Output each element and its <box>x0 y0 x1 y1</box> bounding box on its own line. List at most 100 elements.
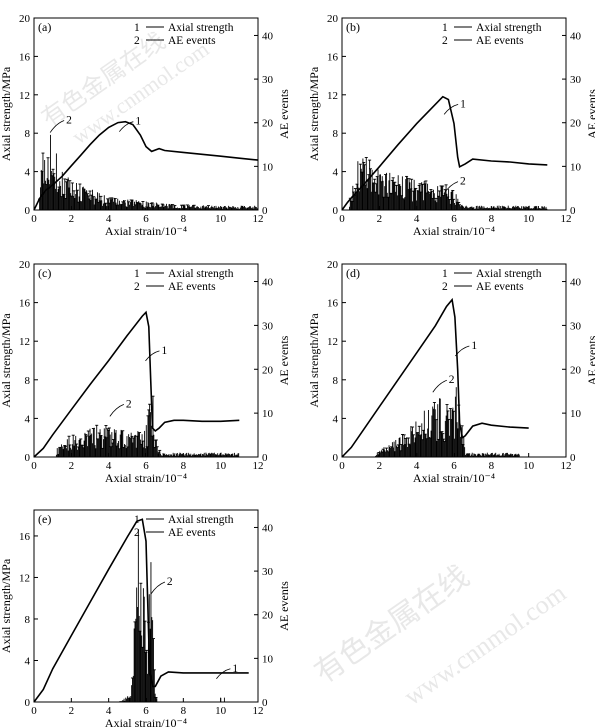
x-tick-label: 10 <box>523 213 535 225</box>
y-right-tick-label: 20 <box>262 610 274 622</box>
x-tick-label: 4 <box>106 460 112 472</box>
y-right-tick-label: 20 <box>570 364 582 376</box>
y-left-axis-label: Axial strength/MPa <box>307 313 321 408</box>
y-left-tick-label: 4 <box>333 413 339 425</box>
legend-key: 2 <box>134 35 140 47</box>
y-left-tick-label: 16 <box>19 51 31 63</box>
ae-bars <box>38 134 259 210</box>
y-left-tick-label: 8 <box>25 614 31 626</box>
y-right-tick-label: 20 <box>262 118 274 130</box>
y-left-axis-label: Axial strength/MPa <box>0 558 13 653</box>
callout-leader <box>216 668 231 680</box>
ae-bars <box>119 529 225 702</box>
y-right-tick-label: 0 <box>262 697 268 709</box>
x-tick-label: 8 <box>489 460 495 472</box>
legend-key: 1 <box>134 268 140 280</box>
plot-frame <box>341 17 567 211</box>
callout-leader <box>119 121 134 132</box>
panel-label: (a) <box>38 20 51 34</box>
x-tick-label: 6 <box>451 213 457 225</box>
callout-label: 2 <box>167 576 173 588</box>
y-left-tick-label: 0 <box>25 205 31 217</box>
panel-label: (e) <box>38 512 51 526</box>
callout-label: 2 <box>126 398 132 410</box>
y-left-tick-label: 0 <box>25 697 31 709</box>
axial-strength-line <box>33 120 259 211</box>
x-tick-label: 6 <box>143 460 149 472</box>
callout-label: 1 <box>471 340 477 352</box>
legend-key: 2 <box>134 281 140 293</box>
y-left-tick-label: 8 <box>333 128 339 140</box>
x-axis-label: Axial strain/10⁻⁴ <box>105 716 187 728</box>
legend-label: Axial strength <box>168 22 234 34</box>
callout-leader <box>443 104 459 115</box>
legend-label: Axial strength <box>168 514 234 526</box>
ae-bars <box>55 395 240 457</box>
y-right-tick-label: 0 <box>262 205 268 217</box>
callout-label: 2 <box>460 176 466 188</box>
y-right-tick-label: 10 <box>570 408 582 420</box>
x-tick-label: 0 <box>339 213 345 225</box>
y-left-tick-label: 4 <box>25 655 31 667</box>
y-right-tick-label: 40 <box>570 30 582 42</box>
x-tick-label: 4 <box>106 213 112 225</box>
y-left-tick-label: 0 <box>333 205 339 217</box>
x-tick-label: 0 <box>31 213 37 225</box>
callout-label: 1 <box>460 98 466 110</box>
x-tick-label: 0 <box>339 460 345 472</box>
x-tick-label: 12 <box>561 213 572 225</box>
y-right-tick-label: 40 <box>262 30 274 42</box>
y-left-tick-label: 20 <box>19 13 31 25</box>
y-left-tick-label: 8 <box>333 375 339 387</box>
callout-label: 1 <box>232 663 238 675</box>
callout-leader <box>443 181 459 194</box>
y-right-tick-label: 20 <box>262 364 274 376</box>
x-tick-label: 4 <box>106 705 112 717</box>
legend-key: 1 <box>134 22 140 34</box>
x-tick-label: 6 <box>143 705 149 717</box>
y-left-tick-label: 12 <box>19 336 30 348</box>
panel-label: (c) <box>38 266 51 280</box>
callout-label: 2 <box>66 115 72 127</box>
x-axis-label: Axial strain/10⁻⁴ <box>413 224 495 238</box>
y-right-tick-label: 40 <box>262 277 274 289</box>
x-tick-label: 0 <box>31 705 37 717</box>
y-left-tick-label: 16 <box>327 51 339 63</box>
x-axis-label: Axial strain/10⁻⁴ <box>413 471 495 485</box>
x-tick-label: 8 <box>181 213 187 225</box>
y-right-tick-label: 40 <box>570 277 582 289</box>
y-left-tick-label: 4 <box>25 167 31 179</box>
y-right-tick-label: 30 <box>262 566 274 578</box>
legend-label: AE events <box>476 35 524 47</box>
callout-leader <box>432 379 447 393</box>
y-left-tick-label: 20 <box>19 259 31 271</box>
panel-label: (b) <box>346 20 360 34</box>
x-tick-label: 2 <box>377 213 383 225</box>
x-tick-label: 6 <box>143 213 149 225</box>
x-tick-label: 4 <box>414 213 420 225</box>
x-tick-label: 10 <box>215 460 227 472</box>
panel-label: (d) <box>346 266 360 280</box>
y-left-tick-label: 4 <box>333 167 339 179</box>
callout-leader <box>109 403 125 417</box>
y-left-tick-label: 0 <box>333 452 339 464</box>
y-right-tick-label: 30 <box>262 320 274 332</box>
y-left-tick-label: 4 <box>25 413 31 425</box>
y-right-axis-label: AE events <box>277 89 291 139</box>
callout-leader <box>49 120 65 133</box>
y-left-tick-label: 16 <box>327 298 339 310</box>
axial-strength-line <box>341 95 548 211</box>
y-right-tick-label: 0 <box>570 452 576 464</box>
y-left-tick-label: 8 <box>25 128 31 140</box>
y-right-tick-label: 30 <box>570 320 582 332</box>
x-tick-label: 2 <box>69 213 75 225</box>
y-left-tick-label: 12 <box>327 90 338 102</box>
y-right-tick-label: 10 <box>262 161 274 173</box>
x-tick-label: 12 <box>561 460 572 472</box>
axial-strength-line <box>33 310 240 458</box>
y-left-tick-label: 12 <box>327 336 338 348</box>
callout-leader <box>455 345 470 357</box>
